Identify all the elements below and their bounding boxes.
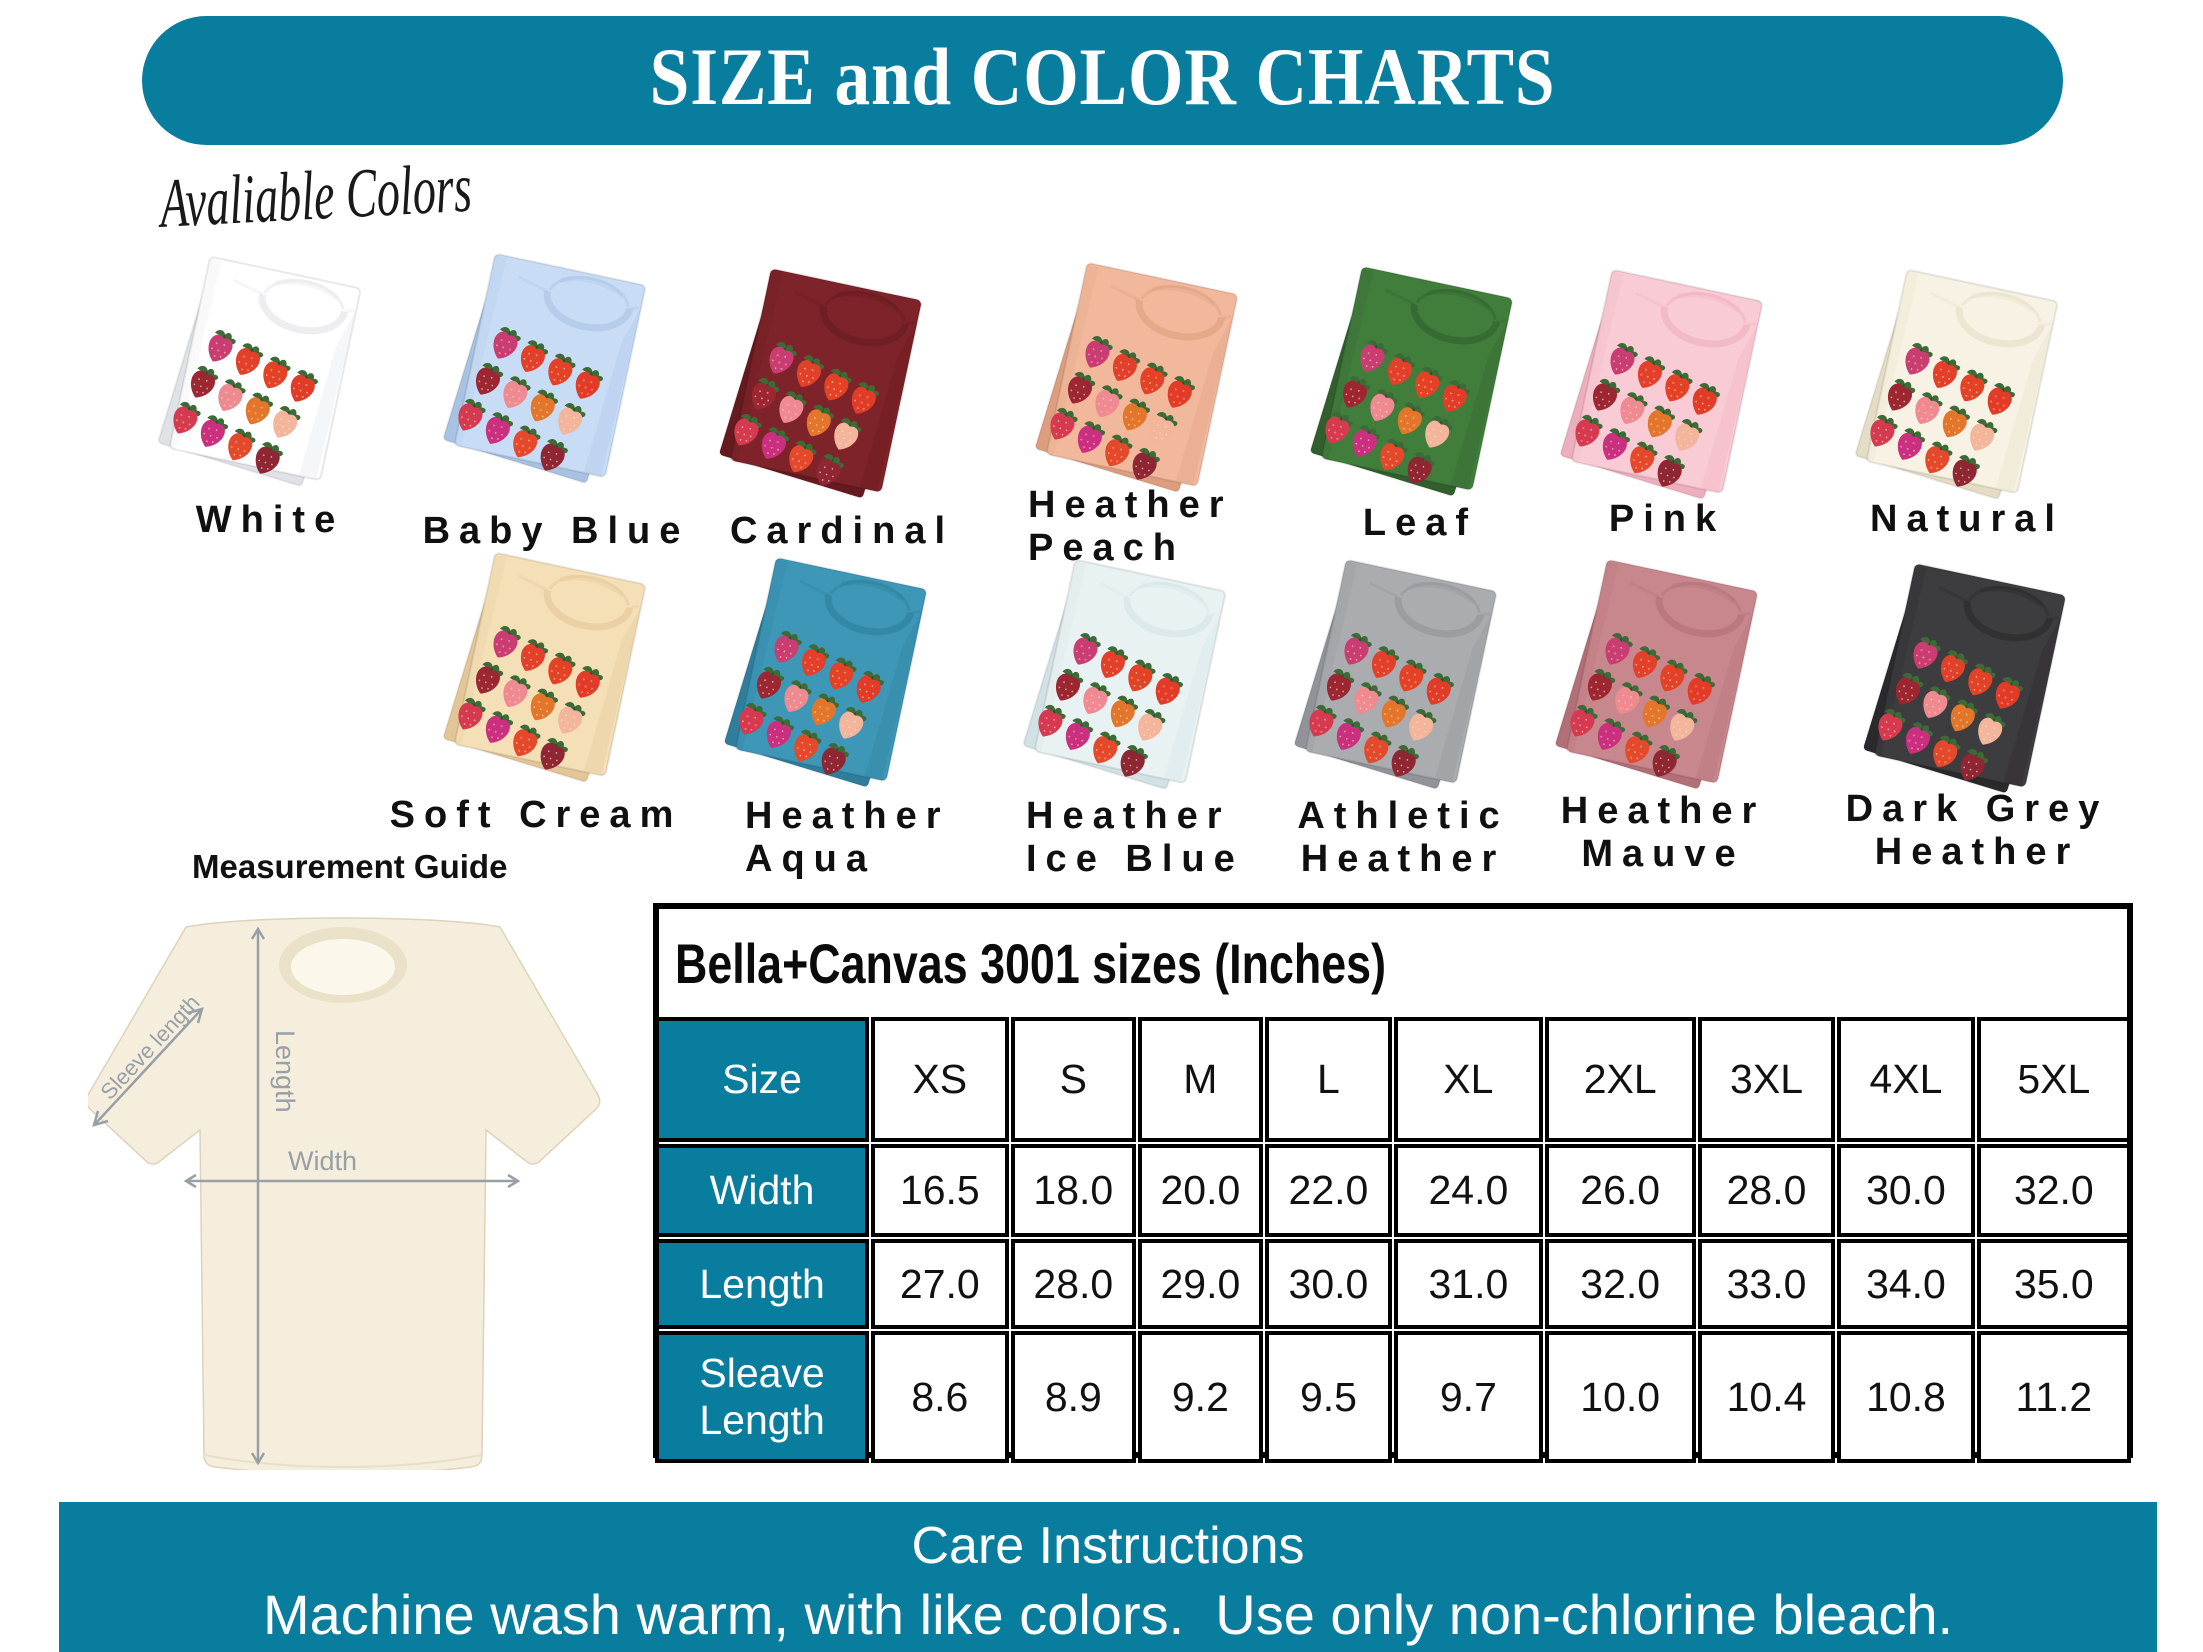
svg-text:Width: Width bbox=[288, 1146, 357, 1176]
svg-text:Length: Length bbox=[270, 1030, 300, 1113]
